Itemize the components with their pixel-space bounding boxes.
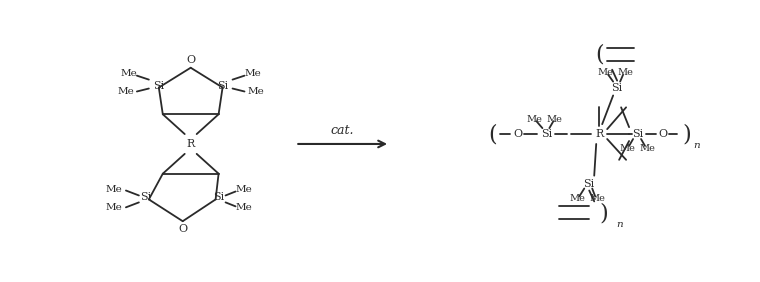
Text: R: R: [595, 129, 603, 139]
Text: Si: Si: [632, 129, 644, 139]
Text: (: (: [488, 123, 497, 145]
Text: n: n: [694, 142, 700, 151]
Text: Me: Me: [121, 69, 138, 78]
Text: Me: Me: [527, 115, 543, 124]
Text: Si: Si: [213, 192, 224, 202]
Text: Si: Si: [584, 179, 595, 189]
Text: ): ): [600, 202, 609, 224]
Text: Me: Me: [247, 87, 264, 96]
Text: Si: Si: [612, 83, 622, 92]
Text: Si: Si: [217, 81, 228, 91]
Text: Me: Me: [106, 203, 122, 212]
Text: Me: Me: [639, 144, 655, 153]
Text: O: O: [186, 55, 195, 65]
Text: Me: Me: [235, 203, 252, 212]
Text: Si: Si: [541, 129, 552, 139]
Text: Si: Si: [154, 81, 164, 91]
Text: cat.: cat.: [331, 124, 354, 136]
Text: Me: Me: [589, 194, 605, 203]
Text: Me: Me: [617, 68, 633, 77]
Text: Me: Me: [569, 194, 585, 203]
Text: R: R: [186, 139, 195, 149]
Text: Me: Me: [546, 115, 562, 124]
Text: O: O: [658, 129, 667, 139]
Text: ): ): [682, 123, 692, 145]
Text: O: O: [178, 224, 187, 234]
Text: Me: Me: [235, 185, 252, 194]
Text: Me: Me: [106, 185, 122, 194]
Text: O: O: [513, 129, 522, 139]
Text: Si: Si: [141, 192, 151, 202]
Text: Me: Me: [118, 87, 135, 96]
Text: Me: Me: [619, 144, 635, 153]
Text: n: n: [616, 220, 622, 229]
Text: Me: Me: [597, 68, 613, 77]
Text: Me: Me: [244, 69, 261, 78]
Text: (: (: [595, 44, 603, 66]
